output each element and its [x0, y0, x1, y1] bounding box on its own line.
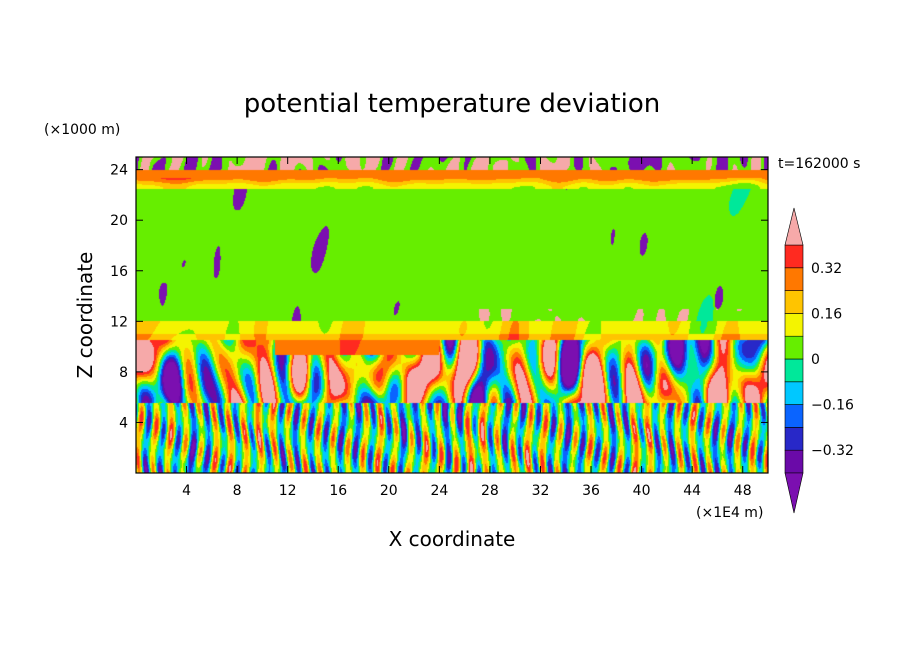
colorbar-tick-label: −0.16	[811, 398, 854, 414]
time-label: t=162000 s	[778, 156, 860, 172]
plot-frame	[135, 156, 769, 474]
x-axis-ticks: 4 8 12 16 20 24 28 32 36 40 44 48	[182, 157, 752, 499]
x-tick-label: 8	[233, 483, 242, 499]
x-tick-label: 48	[734, 483, 752, 499]
y-axis-label: Z coordinate	[73, 252, 97, 379]
x-tick-label: 16	[329, 483, 347, 499]
y-tick-label: 24	[110, 163, 128, 179]
y-axis-ticks: 4 8 12 16 20 24	[110, 163, 768, 431]
colorbar-swatch	[784, 290, 804, 314]
x-tick-label: 24	[430, 483, 448, 499]
x-tick-label: 20	[380, 483, 398, 499]
colorbar-under-arrow	[784, 472, 804, 514]
colorbar-swatch	[784, 358, 804, 383]
x-tick-label: 40	[633, 483, 651, 499]
colorbar-tick-label: 0.32	[811, 261, 842, 277]
y-tick-label: 16	[110, 264, 128, 280]
colorbar-over-arrow	[784, 207, 804, 246]
x-tick-label: 28	[481, 483, 499, 499]
colorbar-tick-label: 0.16	[811, 306, 842, 322]
x-tick-label: 12	[279, 483, 297, 499]
colorbar-swatch	[784, 244, 804, 269]
y-tick-label: 12	[110, 314, 128, 330]
colorbar-swatch	[784, 449, 804, 474]
y-tick-label: 20	[110, 213, 128, 229]
colorbar-swatch	[784, 404, 804, 428]
colorbar-swatch	[784, 267, 804, 291]
heatmap-field	[136, 157, 768, 473]
colorbar-swatch	[784, 335, 804, 360]
colorbar: 0.32 0.16 0 −0.16 −0.32	[784, 207, 854, 514]
y-tick-label: 8	[119, 365, 128, 381]
y-unit-label: (×1000 m)	[44, 122, 120, 138]
colorbar-tick-label: 0	[811, 352, 820, 368]
x-tick-label: 32	[532, 483, 550, 499]
x-tick-label: 4	[182, 483, 191, 499]
colorbar-swatch	[784, 381, 804, 405]
x-unit-label: (×1E4 m)	[696, 505, 763, 521]
plot-area	[135, 156, 769, 474]
chart-title: potential temperature deviation	[244, 89, 660, 119]
x-tick-label: 44	[683, 483, 701, 499]
y-tick-label: 4	[119, 415, 128, 431]
x-axis-label: X coordinate	[389, 527, 516, 551]
x-tick-label: 36	[582, 483, 600, 499]
colorbar-swatch	[784, 427, 804, 451]
colorbar-swatch	[784, 313, 804, 337]
colorbar-tick-label: −0.32	[811, 443, 854, 459]
